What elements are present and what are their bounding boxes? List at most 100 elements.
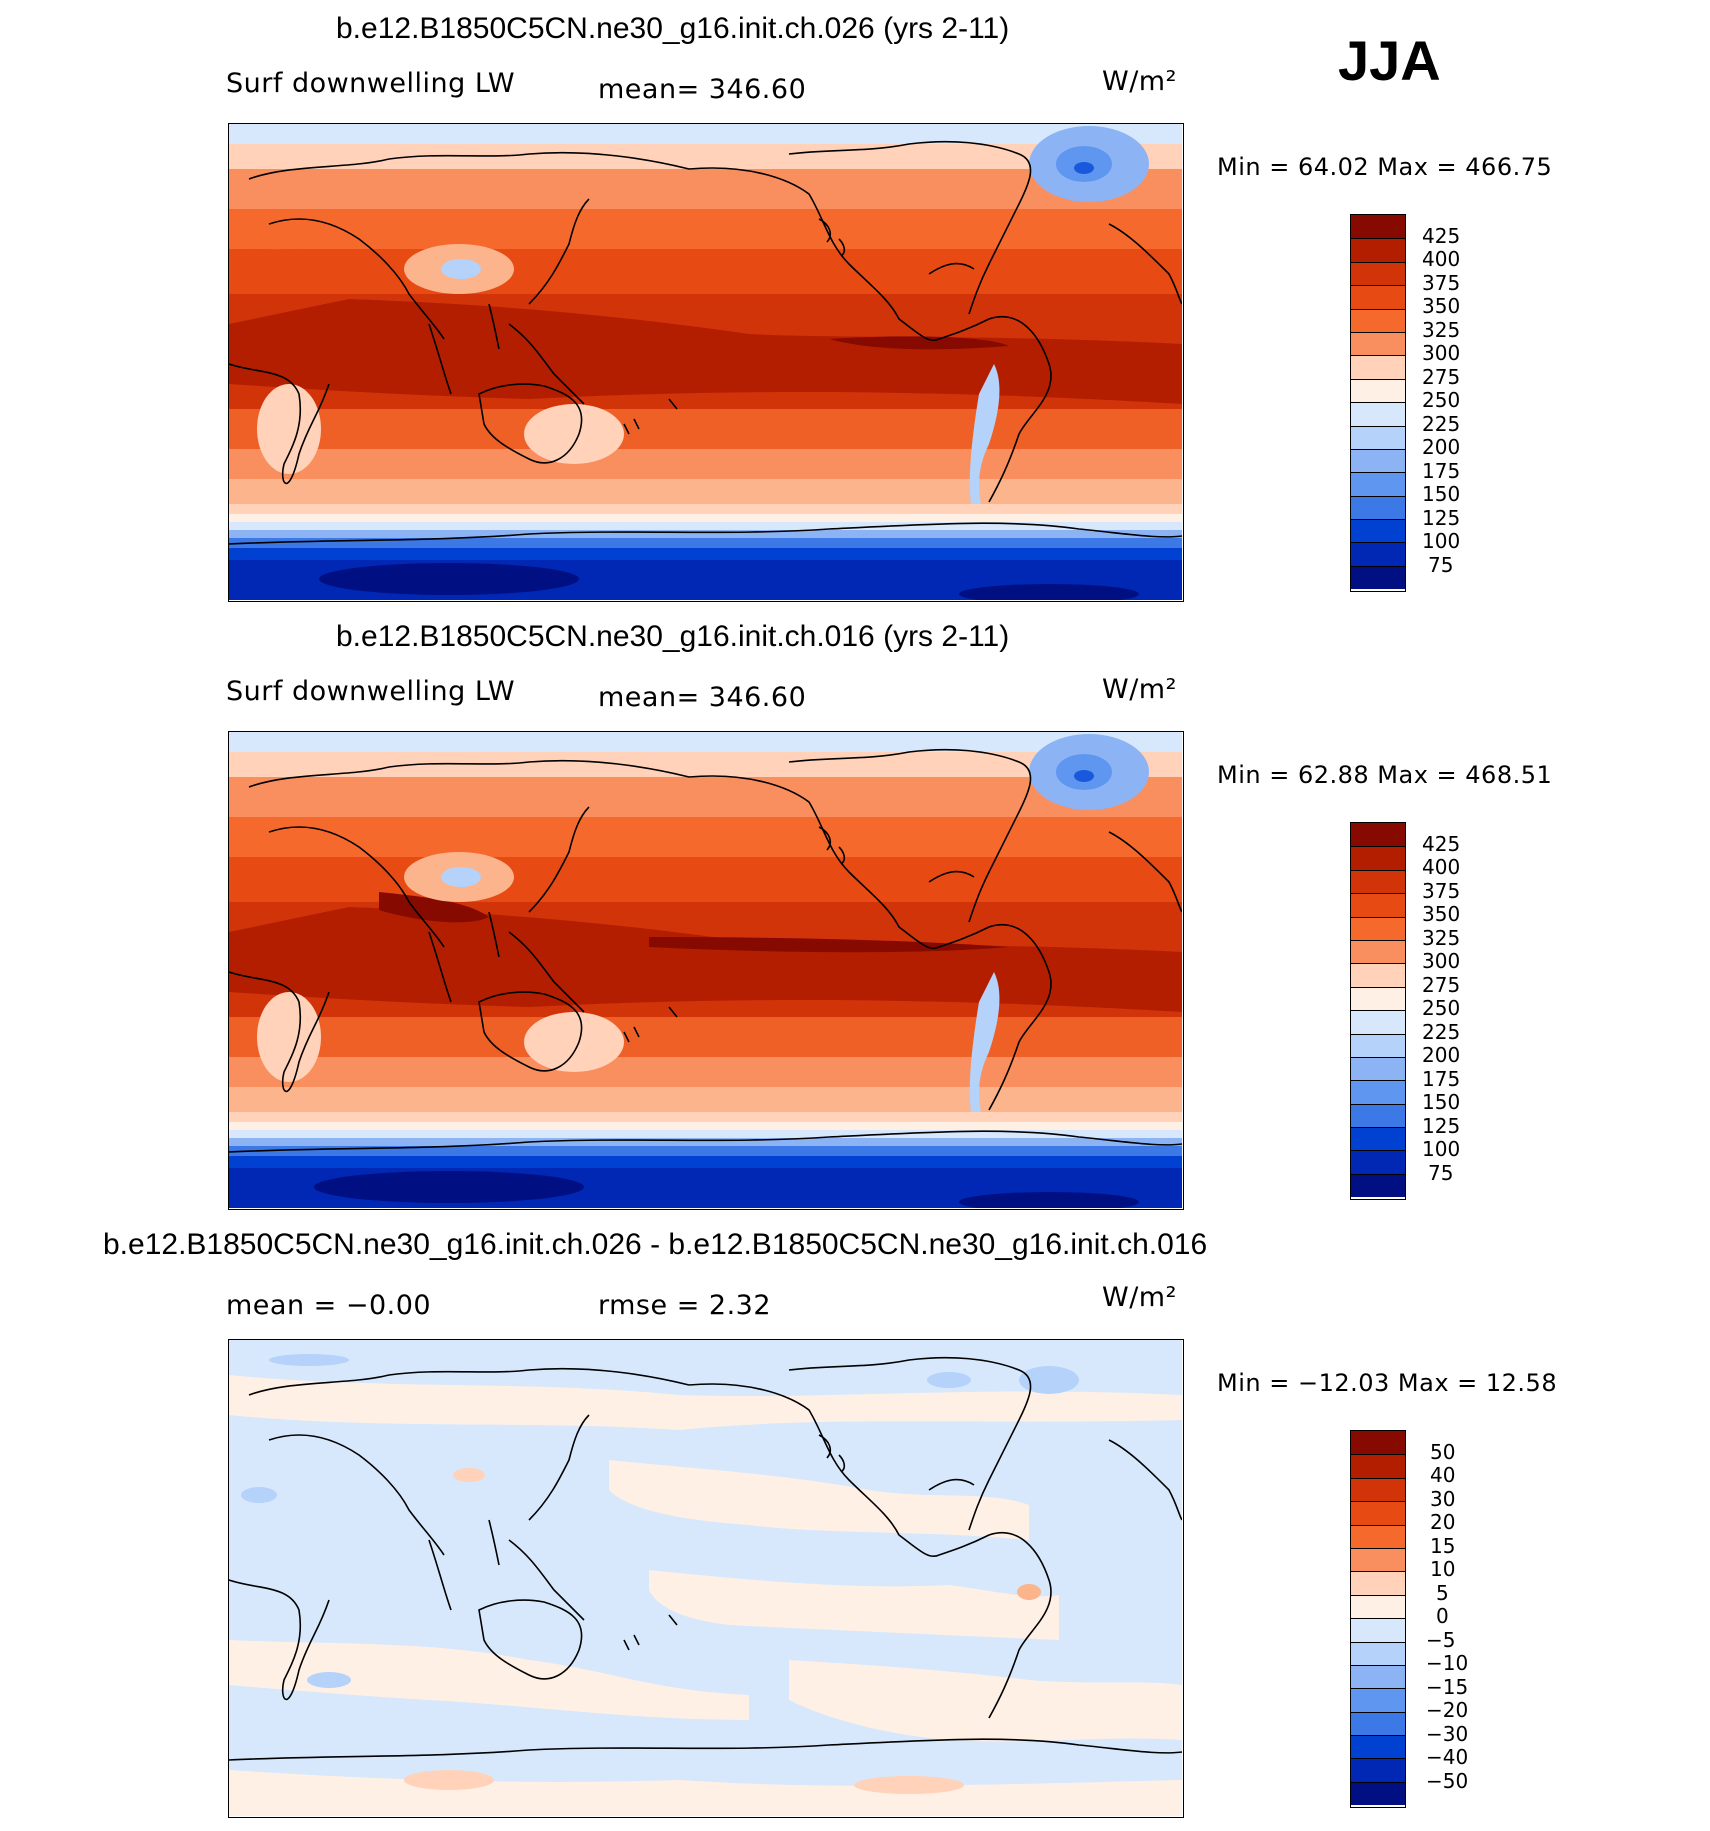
- colorbar-tick: 275: [1422, 973, 1461, 997]
- coastlines: [229, 140, 1182, 545]
- colorbar-tick: 100: [1422, 529, 1461, 553]
- panel3-minmax: Min = −12.03 Max = 12.58: [1217, 1369, 1558, 1397]
- colorbar-swatch: [1351, 1524, 1405, 1548]
- panel1-mean-label: mean= 346.60: [598, 74, 807, 105]
- colorbar-tick: 10: [1430, 1557, 1456, 1581]
- colorbar-swatch: [1351, 916, 1405, 940]
- colorbar-swatch: [1351, 939, 1405, 964]
- panel2-mean-label: mean= 346.60: [598, 682, 807, 713]
- colorbar-tick: 175: [1422, 1067, 1461, 1091]
- panel2-units: W/m²: [1102, 674, 1177, 705]
- colorbar-swatch: [1351, 1501, 1405, 1525]
- colorbar-tick: 125: [1422, 1114, 1461, 1138]
- panel1-variable-label: Surf downwelling LW: [226, 68, 516, 99]
- colorbar-tick: 225: [1422, 1020, 1461, 1044]
- colorbar-swatch: [1351, 1103, 1405, 1128]
- panel1-map: [228, 123, 1184, 602]
- colorbar-swatch: [1351, 1641, 1405, 1665]
- colorbar-swatch: [1351, 308, 1405, 332]
- colorbar-tick: 400: [1422, 247, 1461, 271]
- colorbar-tick: 250: [1422, 996, 1461, 1020]
- colorbar-tick: 125: [1422, 506, 1461, 530]
- colorbar-swatch: [1351, 215, 1405, 239]
- colorbar-swatch: [1351, 963, 1405, 987]
- colorbar-tick: 200: [1422, 435, 1461, 459]
- season-label: JJA: [1338, 29, 1441, 92]
- colorbar-tick: −5: [1426, 1628, 1456, 1652]
- colorbar-tick: 400: [1422, 855, 1461, 879]
- colorbar-swatch: [1351, 846, 1405, 870]
- colorbar-swatch: [1351, 285, 1405, 309]
- panel3-mean-label: mean = −0.00: [226, 1290, 432, 1321]
- colorbar-tick: −10: [1426, 1651, 1469, 1675]
- colorbar-swatch: [1351, 378, 1405, 403]
- colorbar-swatch: [1351, 402, 1405, 426]
- colorbar-swatch: [1351, 1781, 1405, 1806]
- colorbar-tick: 300: [1422, 949, 1461, 973]
- panel2-map: [228, 731, 1184, 1210]
- colorbar-swatch: [1351, 261, 1405, 286]
- colorbar-swatch: [1351, 1127, 1405, 1151]
- colorbar-swatch: [1351, 519, 1405, 543]
- colorbar-swatch: [1351, 1431, 1405, 1455]
- panel2-minmax: Min = 62.88 Max = 468.51: [1217, 761, 1553, 789]
- colorbar-swatch: [1351, 1010, 1405, 1034]
- colorbar-swatch: [1351, 1688, 1405, 1712]
- colorbar-tick: 20: [1430, 1510, 1456, 1534]
- panel3-map: [228, 1339, 1184, 1818]
- colorbar-tick: 275: [1422, 365, 1461, 389]
- colorbar-swatch: [1351, 495, 1405, 520]
- colorbar-tick: 325: [1422, 926, 1461, 950]
- colorbar-tick: 300: [1422, 341, 1461, 365]
- colorbar-tick: 30: [1430, 1487, 1456, 1511]
- colorbar-tick: −30: [1426, 1722, 1469, 1746]
- colorbar-tick: 200: [1422, 1043, 1461, 1067]
- panel3-units: W/m²: [1102, 1282, 1177, 1313]
- colorbar-swatch: [1351, 1477, 1405, 1502]
- colorbar-swatch: [1351, 1547, 1405, 1572]
- colorbar-swatch: [1351, 1173, 1405, 1198]
- colorbar-tick: 5: [1436, 1581, 1449, 1605]
- colorbar-tick: 40: [1430, 1463, 1456, 1487]
- panel2-title: b.e12.B1850C5CN.ne30_g16.init.ch.016 (yr…: [336, 620, 1010, 653]
- colorbar-swatch: [1351, 355, 1405, 379]
- colorbar-swatch: [1351, 472, 1405, 496]
- colorbar-swatch: [1351, 1664, 1405, 1689]
- colorbar-swatch: [1351, 1571, 1405, 1595]
- colorbar-swatch: [1351, 425, 1405, 449]
- colorbar-swatch: [1351, 1711, 1405, 1736]
- colorbar-tick: 75: [1428, 553, 1454, 577]
- colorbar-tick: 425: [1422, 224, 1461, 248]
- colorbar-tick: 350: [1422, 902, 1461, 926]
- panel2-colorbar: [1350, 822, 1406, 1200]
- panel3-rmse-label: rmse = 2.32: [598, 1290, 772, 1321]
- colorbar-tick: 50: [1430, 1440, 1456, 1464]
- panel1-minmax: Min = 64.02 Max = 466.75: [1217, 153, 1553, 181]
- colorbar-swatch: [1351, 1033, 1405, 1057]
- colorbar-swatch: [1351, 1056, 1405, 1081]
- panel3-colorbar: [1350, 1430, 1406, 1808]
- colorbar-swatch: [1351, 565, 1405, 590]
- colorbar-tick: −15: [1426, 1675, 1469, 1699]
- colorbar-tick: 350: [1422, 294, 1461, 318]
- colorbar-swatch: [1351, 1080, 1405, 1104]
- colorbar-tick: 325: [1422, 318, 1461, 342]
- colorbar-swatch: [1351, 1735, 1405, 1759]
- colorbar-swatch: [1351, 869, 1405, 894]
- coastlines: [229, 1356, 1182, 1761]
- colorbar-tick: 0: [1436, 1604, 1449, 1628]
- colorbar-swatch: [1351, 1454, 1405, 1478]
- colorbar-tick: −40: [1426, 1745, 1469, 1769]
- colorbar-tick: 75: [1428, 1161, 1454, 1185]
- colorbar-tick: 15: [1430, 1534, 1456, 1558]
- colorbar-tick: 175: [1422, 459, 1461, 483]
- colorbar-swatch: [1351, 331, 1405, 356]
- colorbar-swatch: [1351, 986, 1405, 1011]
- panel1-title: b.e12.B1850C5CN.ne30_g16.init.ch.026 (yr…: [336, 12, 1010, 45]
- colorbar-swatch: [1351, 1150, 1405, 1174]
- colorbar-swatch: [1351, 238, 1405, 262]
- colorbar-tick: 150: [1422, 1090, 1461, 1114]
- colorbar-swatch: [1351, 448, 1405, 473]
- colorbar-tick: −50: [1426, 1769, 1469, 1793]
- colorbar-swatch: [1351, 542, 1405, 566]
